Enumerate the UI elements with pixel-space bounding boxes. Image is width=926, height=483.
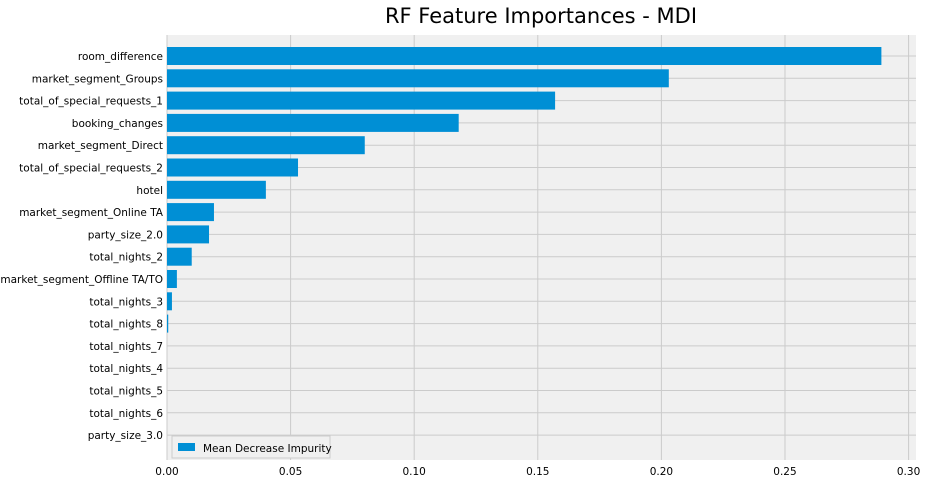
bar-total_nights_3 (167, 292, 172, 311)
bar-room_difference (167, 47, 882, 65)
x-tick-label: 0.20 (650, 466, 673, 478)
y-tick-label: total_of_special_requests_1 (19, 96, 163, 108)
x-tick-label: 0.25 (773, 466, 796, 478)
legend-label: Mean Decrease Impurity (203, 443, 332, 455)
bar-total_of_special_requests_1 (167, 91, 556, 110)
legend-swatch (178, 443, 195, 451)
y-tick-label: market_segment_Direct (38, 140, 163, 152)
bar-total_of_special_requests_2 (167, 158, 299, 177)
y-tick-label: party_size_2.0 (88, 229, 163, 241)
bar-market_segment_Online TA (167, 203, 214, 222)
y-tick-label: market_segment_Online TA (19, 207, 164, 219)
y-tick-label: hotel (136, 185, 163, 197)
bar-total_nights_2 (167, 247, 192, 266)
y-tick-label: booking_changes (72, 118, 163, 130)
y-tick-label: total_nights_3 (89, 296, 163, 308)
bar-party_size_2.0 (167, 225, 210, 244)
bar-market_segment_Groups (167, 69, 669, 88)
y-tick-label: total_nights_8 (89, 319, 163, 331)
x-tick-label: 0.05 (279, 466, 302, 478)
chart-title: RF Feature Importances - MDI (385, 4, 697, 28)
y-tick-labels: room_difference market_segment_Groupstota… (0, 51, 163, 442)
y-tick-label: total_nights_6 (89, 408, 163, 420)
y-tick-label: room_difference (78, 51, 163, 63)
x-tick-label: 0.10 (402, 466, 425, 478)
y-tick-label: total_nights_5 (89, 386, 163, 398)
bar-booking_changes (167, 113, 459, 132)
y-tick-label: market_segment_Groups (32, 73, 163, 85)
y-tick-label: total_of_special_requests_2 (19, 163, 163, 175)
legend: Mean Decrease Impurity (171, 435, 332, 459)
bar-market_segment_Direct (167, 136, 365, 155)
legend-box (171, 435, 331, 459)
bar-total_nights_8 (167, 314, 169, 333)
x-tick-label: 0.15 (526, 466, 549, 478)
y-tick-label: total_nights_4 (89, 363, 163, 375)
x-tick-label: 0.00 (155, 466, 178, 478)
bars (167, 47, 882, 333)
y-tick-label: total_nights_7 (89, 341, 163, 353)
bar-market_segment_Offline TA/TO (167, 270, 177, 288)
y-tick-label: total_nights_2 (89, 252, 163, 264)
y-tick-label: market_segment_Offline TA/TO (0, 274, 163, 286)
y-tick-label: party_size_3.0 (88, 430, 163, 442)
x-tick-labels: 0.00 0.05 0.10 0.15 0.20 0.25 0.30 (155, 466, 920, 478)
bar-hotel (167, 180, 266, 199)
x-tick-label: 0.30 (897, 466, 920, 478)
